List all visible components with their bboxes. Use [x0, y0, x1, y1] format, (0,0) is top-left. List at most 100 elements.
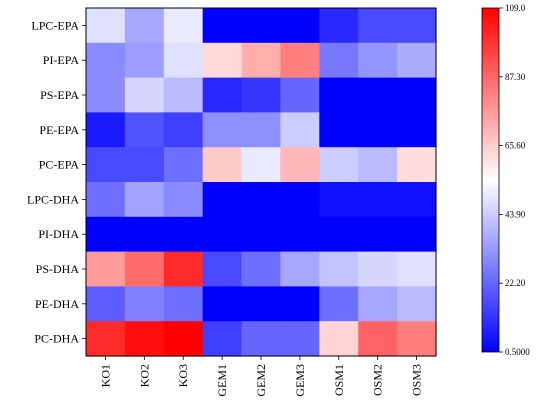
row-label: PE-DHA: [35, 297, 79, 311]
heatmap-cell: [163, 42, 204, 79]
colorbar-ticks: 0.5000 22.20 43.90 65.60 87.30 109.0: [499, 3, 530, 357]
heatmap-cell: [358, 42, 398, 79]
row-label: LPC-EPA: [31, 18, 79, 32]
heatmap-cell: [280, 321, 320, 357]
heatmap-cell: [280, 8, 320, 44]
row-label: PS-DHA: [36, 262, 80, 276]
heatmap-cell: [86, 42, 126, 79]
heatmap-cell: [202, 321, 243, 357]
heatmap-cell: [358, 251, 398, 287]
heatmap-cell: [358, 147, 398, 183]
column-label: OSM3: [410, 364, 424, 396]
heatmap-cell: [202, 251, 243, 287]
heatmap-cell: [241, 216, 282, 253]
heatmap-cell: [319, 251, 359, 287]
heatmap-cell: [358, 216, 398, 253]
heatmap-cell: [163, 147, 204, 183]
heatmap-cell: [241, 42, 282, 79]
heatmap-cell: [124, 251, 165, 287]
heatmap-cell: [241, 77, 282, 113]
heatmap-cell: [358, 8, 398, 44]
row-labels: LPC-EPA PI-EPA PS-EPA PE-EPA PC-EPA LPC-DHA PI…: [27, 18, 86, 346]
colorbar-tick-label: 87.30: [505, 72, 526, 82]
column-label: KO3: [176, 364, 190, 387]
heatmap-cell: [280, 112, 320, 148]
colorbar: [481, 7, 500, 353]
heatmap-cell: [397, 216, 437, 253]
heatmap-cell: [124, 286, 165, 322]
heatmap-cell: [86, 77, 126, 113]
heatmap-cell: [397, 321, 437, 357]
row-label: PE-EPA: [39, 123, 79, 137]
heatmap-cell: [280, 286, 320, 322]
colorbar-tick-label: 0.5000: [505, 347, 530, 357]
heatmap-cell: [280, 147, 320, 183]
heatmap-cell: [163, 112, 204, 148]
row-label: PS-EPA: [40, 88, 79, 102]
heatmap-cell: [86, 112, 126, 148]
heatmap-cell: [358, 286, 398, 322]
column-label: GEM1: [215, 364, 229, 397]
row-label: PC-EPA: [39, 158, 80, 172]
heatmap-cell: [124, 147, 165, 183]
heatmap-cell: [163, 216, 204, 253]
heatmap-cell: [397, 77, 437, 113]
heatmap-cell: [86, 251, 126, 287]
row-label: PC-DHA: [34, 332, 79, 346]
heatmap-cell: [241, 286, 282, 322]
heatmap-cell: [241, 251, 282, 287]
heatmap-cell: [241, 8, 282, 44]
heatmap-cell: [397, 112, 437, 148]
heatmap-cell: [319, 321, 359, 357]
heatmap-cell: [163, 77, 204, 113]
column-label: OSM2: [371, 364, 385, 396]
heatmap-cell: [397, 147, 437, 183]
heatmap-cell: [124, 8, 165, 44]
heatmap-cell: [280, 251, 320, 287]
heatmap-cell: [241, 321, 282, 357]
heatmap-cell: [202, 8, 243, 44]
heatmap-cell: [202, 216, 243, 253]
heatmap-cell: [124, 112, 165, 148]
column-label: OSM1: [332, 364, 346, 396]
heatmap-cells: [86, 8, 437, 357]
heatmap-cell: [319, 216, 359, 253]
heatmap-cell: [358, 321, 398, 357]
heatmap-cell: [319, 112, 359, 148]
heatmap-cell: [280, 216, 320, 253]
heatmap-cell: [124, 42, 165, 79]
heatmap-cell: [319, 77, 359, 113]
heatmap-cell: [163, 8, 204, 44]
heatmap-cell: [358, 182, 398, 218]
heatmap-cell: [319, 42, 359, 79]
heatmap-cell: [397, 8, 437, 44]
plot-frame: [85, 7, 437, 357]
heatmap-cell: [86, 321, 126, 357]
heatmap-cell: [397, 182, 437, 218]
heatmap-cell: [163, 182, 204, 218]
heatmap-cell: [163, 286, 204, 322]
heatmap-cell: [124, 77, 165, 113]
colorbar-tick-label: 65.60: [505, 141, 526, 151]
heatmap-cell: [86, 147, 126, 183]
heatmap-cell: [241, 147, 282, 183]
heatmap-cell: [86, 216, 126, 253]
colorbar-tick-label: 43.90: [505, 209, 526, 219]
column-label: KO1: [98, 364, 112, 387]
heatmap-cell: [202, 77, 243, 113]
column-labels: KO1 KO2 KO3 GEM1 GEM2 GEM3 OSM1 OSM2 OSM3: [98, 356, 424, 397]
colorbar-tick-label: 109.0: [505, 3, 526, 13]
heatmap-cell: [319, 8, 359, 44]
heatmap-cell: [86, 182, 126, 218]
heatmap-cell: [86, 286, 126, 322]
heatmap-cell: [358, 112, 398, 148]
heatmap-cell: [397, 251, 437, 287]
heatmap-cell: [202, 286, 243, 322]
colorbar-tick-label: 22.20: [505, 278, 526, 288]
heatmap-cell: [397, 42, 437, 79]
heatmap-cell: [163, 321, 204, 357]
heatmap-cell: [397, 286, 437, 322]
row-label: PI-DHA: [38, 227, 79, 241]
heatmap-cell: [124, 182, 165, 218]
